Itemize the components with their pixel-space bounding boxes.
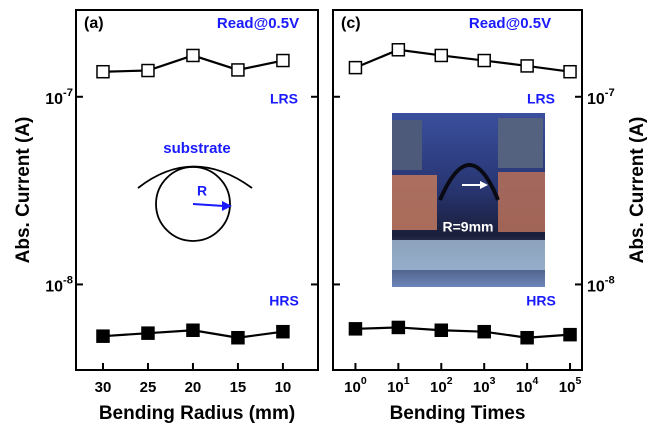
- chart: 10-810-73025201510Bending Radius (mm)Abs…: [0, 0, 655, 429]
- marker: [435, 324, 447, 336]
- series-line: [355, 50, 570, 72]
- marker: [277, 55, 289, 67]
- tick-base: 10: [473, 379, 490, 396]
- tick-label: 102: [430, 375, 453, 396]
- tick-label: 10-7: [587, 87, 615, 108]
- tick-label: 10-8: [587, 274, 615, 295]
- x-axis-title: Bending Radius (mm): [99, 403, 295, 424]
- panel-label: (a): [84, 15, 104, 32]
- substrate-arc: [138, 167, 252, 189]
- tick-base: 10: [559, 379, 576, 396]
- radius-arrow: [193, 204, 224, 206]
- tick-label: 20: [185, 379, 202, 396]
- marker: [187, 49, 199, 61]
- marker: [521, 60, 533, 72]
- tick-label: 10-7: [45, 87, 73, 108]
- y-axis-title: Abs. Current (A): [13, 117, 34, 264]
- x-axis-title: Bending Times: [390, 403, 526, 424]
- photo-inset: [392, 113, 545, 287]
- tick-base: 10: [430, 379, 447, 396]
- marker: [349, 62, 361, 74]
- tick-exponent: -8: [605, 274, 615, 286]
- tick-label: 101: [387, 375, 410, 396]
- marker: [564, 329, 576, 341]
- annotation: R: [197, 183, 207, 199]
- tick-base: 10: [344, 379, 361, 396]
- tick-label: 100: [344, 375, 367, 396]
- tick-base: 10: [516, 379, 533, 396]
- tick-exponent: -7: [63, 87, 73, 99]
- marker: [232, 332, 244, 344]
- series-label: LRS: [527, 91, 555, 107]
- marker: [142, 65, 154, 77]
- tick-label: 104: [516, 375, 539, 396]
- tick-base: 10: [45, 91, 63, 108]
- y-axis-title: Abs. Current (A): [627, 117, 648, 264]
- annotation: Read@0.5V: [217, 15, 299, 32]
- tick-exponent: -8: [63, 274, 73, 286]
- tick-exponent: 0: [361, 375, 367, 387]
- annotation: Read@0.5V: [469, 15, 551, 32]
- tick-exponent: 3: [490, 375, 496, 387]
- tick-label: 10-8: [45, 274, 73, 295]
- tick-label: 10: [275, 379, 292, 396]
- marker: [277, 326, 289, 338]
- marker: [97, 66, 109, 78]
- tick-base: 10: [587, 91, 605, 108]
- tick-label: 105: [559, 375, 582, 396]
- marker: [142, 327, 154, 339]
- tick-label: 30: [95, 379, 112, 396]
- marker: [478, 326, 490, 338]
- marker: [392, 321, 404, 333]
- series-line: [355, 327, 570, 337]
- annotation: R=9mm: [443, 219, 494, 235]
- tick-label: 103: [473, 375, 496, 396]
- annotation: substrate: [163, 140, 231, 157]
- marker: [97, 330, 109, 342]
- tick-label: 15: [230, 379, 247, 396]
- series-label: HRS: [526, 293, 556, 309]
- marker: [187, 324, 199, 336]
- marker: [478, 55, 490, 67]
- marker: [349, 323, 361, 335]
- marker: [392, 44, 404, 56]
- tick-exponent: -7: [605, 87, 615, 99]
- marker: [435, 49, 447, 61]
- tick-exponent: 5: [575, 375, 581, 387]
- tick-exponent: 1: [404, 375, 410, 387]
- marker: [232, 64, 244, 76]
- tick-base: 10: [387, 379, 404, 396]
- tick-exponent: 2: [447, 375, 453, 387]
- series-label: LRS: [270, 91, 298, 107]
- tick-label: 25: [140, 379, 157, 396]
- series-label: HRS: [269, 293, 299, 309]
- marker: [521, 332, 533, 344]
- tick-base: 10: [587, 279, 605, 296]
- tick-base: 10: [45, 279, 63, 296]
- tick-exponent: 4: [533, 375, 539, 387]
- panel-label: (c): [341, 15, 361, 32]
- marker: [564, 66, 576, 78]
